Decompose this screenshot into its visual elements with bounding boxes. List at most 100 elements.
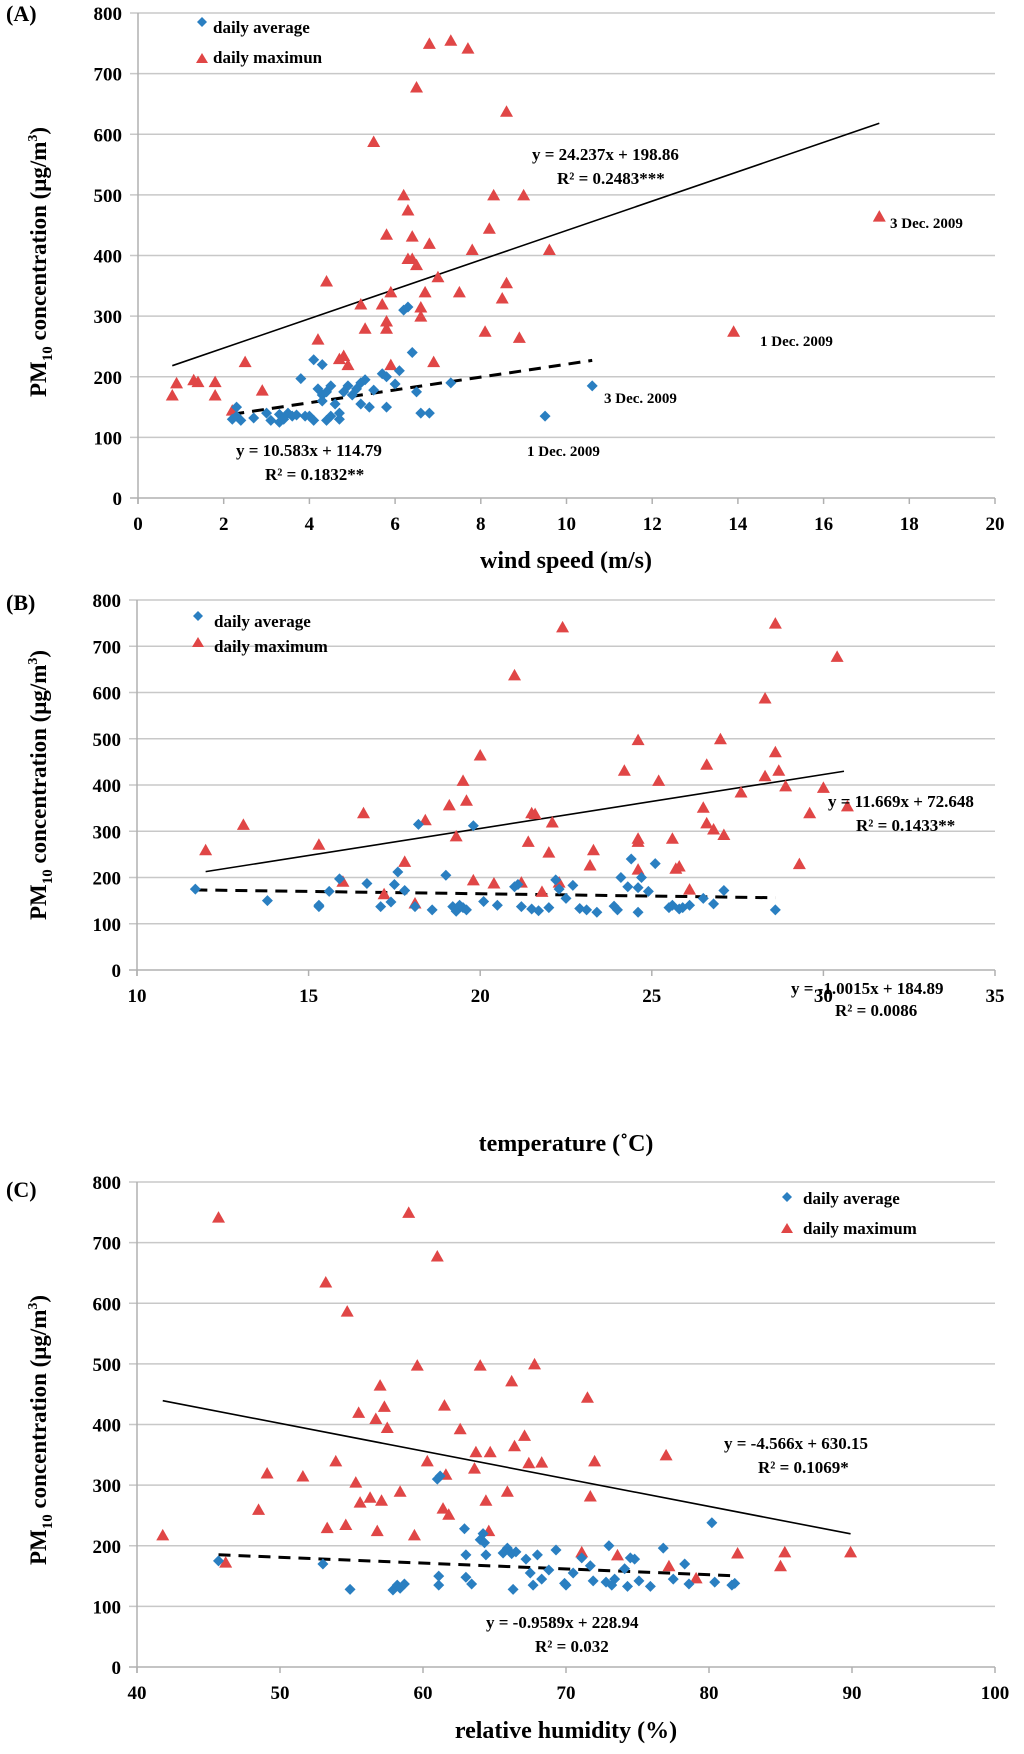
point-daily-maximum (580, 1391, 594, 1403)
point-daily-average (524, 1567, 536, 1579)
point-daily-maximum (803, 806, 817, 819)
point-daily-maximum (320, 274, 334, 287)
point-daily-average (363, 401, 375, 413)
point-daily-average (603, 1540, 615, 1552)
x-tick-label: 60 (414, 1683, 433, 1704)
panel-b-ticks: 0 100 200 300 400 500 600 700 800 10 15 20 25 30 35 (93, 591, 1005, 1007)
point-daily-average (649, 858, 661, 870)
point-daily-average (477, 1528, 489, 1540)
point-daily-average (342, 380, 354, 392)
panel-b-legend: daily average daily maximum (192, 611, 328, 656)
point-daily-average (445, 377, 457, 389)
legend-diamond-icon (782, 1192, 792, 1202)
point-daily-average (576, 1552, 588, 1564)
point-daily-maximum (410, 80, 424, 93)
point-daily-average (709, 1576, 721, 1588)
x-tick-label: 14 (728, 514, 748, 535)
point-daily-average (729, 1577, 741, 1589)
point-daily-maximum (398, 855, 412, 867)
panel-a-grid (130, 12, 996, 504)
legend-triangle-icon (196, 53, 208, 63)
y-tick-label: 800 (94, 4, 123, 25)
point-daily-maximum (377, 887, 391, 900)
y-tick-label: 0 (112, 1658, 122, 1679)
y-axis-title-b: PM10 concentration (μg/m3) (26, 650, 56, 920)
point-daily-maximum (528, 807, 542, 820)
svg-text:PM10 concentration (μg/m3): PM10 concentration (μg/m3) (26, 650, 56, 920)
point-daily-maximum (208, 375, 222, 388)
point-daily-maximum (700, 816, 714, 829)
point-daily-maximum (357, 806, 371, 819)
x-tick-label: 8 (476, 514, 486, 535)
point-daily-maximum (465, 243, 479, 255)
point-daily-maximum (452, 285, 466, 298)
point-daily-maximum (535, 885, 549, 897)
point-daily-maximum (778, 1545, 792, 1558)
point-daily-maximum (442, 1508, 456, 1520)
point-daily-maximum (339, 1518, 353, 1531)
point-daily-maximum (588, 1454, 602, 1467)
point-daily-maximum (436, 1502, 450, 1514)
point-daily-average (393, 365, 405, 377)
y-tick-label: 0 (113, 489, 123, 510)
point-daily-maximum (575, 1545, 589, 1558)
point-daily-average (550, 1544, 562, 1556)
point-daily-average (261, 895, 273, 907)
point-daily-maximum (713, 732, 727, 745)
point-daily-maximum (482, 222, 496, 234)
x-tick-label: 90 (843, 1683, 862, 1704)
panel-a-points (165, 34, 886, 428)
point-daily-average (381, 401, 393, 413)
point-daily-average (679, 1558, 691, 1570)
annotation-1dec-avg: 1 Dec. 2009 (527, 444, 600, 460)
point-daily-maximum (779, 779, 793, 792)
point-daily-maximum (469, 1445, 483, 1458)
point-daily-average (265, 414, 277, 426)
point-daily-maximum (522, 1456, 536, 1469)
legend-label-avg: daily average (214, 612, 311, 631)
x-tick-label: 25 (642, 986, 661, 1007)
point-daily-average (642, 885, 654, 897)
point-daily-maximum (872, 210, 886, 222)
point-daily-maximum (583, 1490, 597, 1502)
point-daily-average (388, 878, 400, 890)
y-tick-label: 800 (93, 1173, 122, 1194)
point-daily-average (621, 1580, 633, 1592)
point-daily-maximum (792, 857, 806, 870)
point-daily-maximum (199, 843, 213, 856)
point-daily-maximum (758, 692, 772, 704)
legend-diamond-icon (193, 611, 203, 621)
point-daily-average (368, 384, 380, 396)
y-tick-label: 400 (93, 776, 122, 797)
y-tick-label: 300 (93, 822, 122, 843)
point-daily-maximum (377, 1400, 391, 1412)
point-daily-average (632, 906, 644, 918)
point-daily-average (460, 1571, 472, 1583)
trendline-daily-maximum (205, 770, 845, 873)
point-daily-maximum (384, 358, 398, 371)
x-tick-label: 80 (700, 1683, 719, 1704)
point-daily-maximum (156, 1528, 170, 1541)
point-daily-average (317, 1558, 329, 1570)
point-daily-average (609, 1573, 621, 1585)
eq-avg-a: y = 10.583x + 114.79 (236, 441, 382, 460)
point-daily-maximum (456, 774, 470, 786)
point-daily-maximum (354, 298, 368, 310)
legend-triangle-icon (192, 637, 204, 647)
point-daily-maximum (528, 1357, 542, 1370)
point-daily-maximum (453, 1422, 467, 1435)
point-daily-maximum (238, 355, 252, 368)
r2-max-c: R² = 0.1069* (758, 1458, 849, 1477)
point-daily-maximum (631, 832, 645, 844)
legend-diamond-icon (197, 17, 207, 27)
x-tick-label: 20 (471, 986, 490, 1007)
point-daily-maximum (662, 1559, 676, 1572)
point-daily-maximum (208, 388, 222, 401)
point-daily-maximum (707, 822, 721, 835)
svg-text:PM10 concentration (μg/m3): PM10 concentration (μg/m3) (26, 127, 56, 397)
point-daily-average (434, 1470, 446, 1482)
point-daily-maximum (545, 816, 559, 828)
point-daily-maximum (521, 835, 535, 847)
point-daily-maximum (401, 204, 415, 216)
panel-c-ticks: 0 100 200 300 400 500 600 700 800 40 50 60 70 80 90 100 (93, 1173, 1010, 1704)
